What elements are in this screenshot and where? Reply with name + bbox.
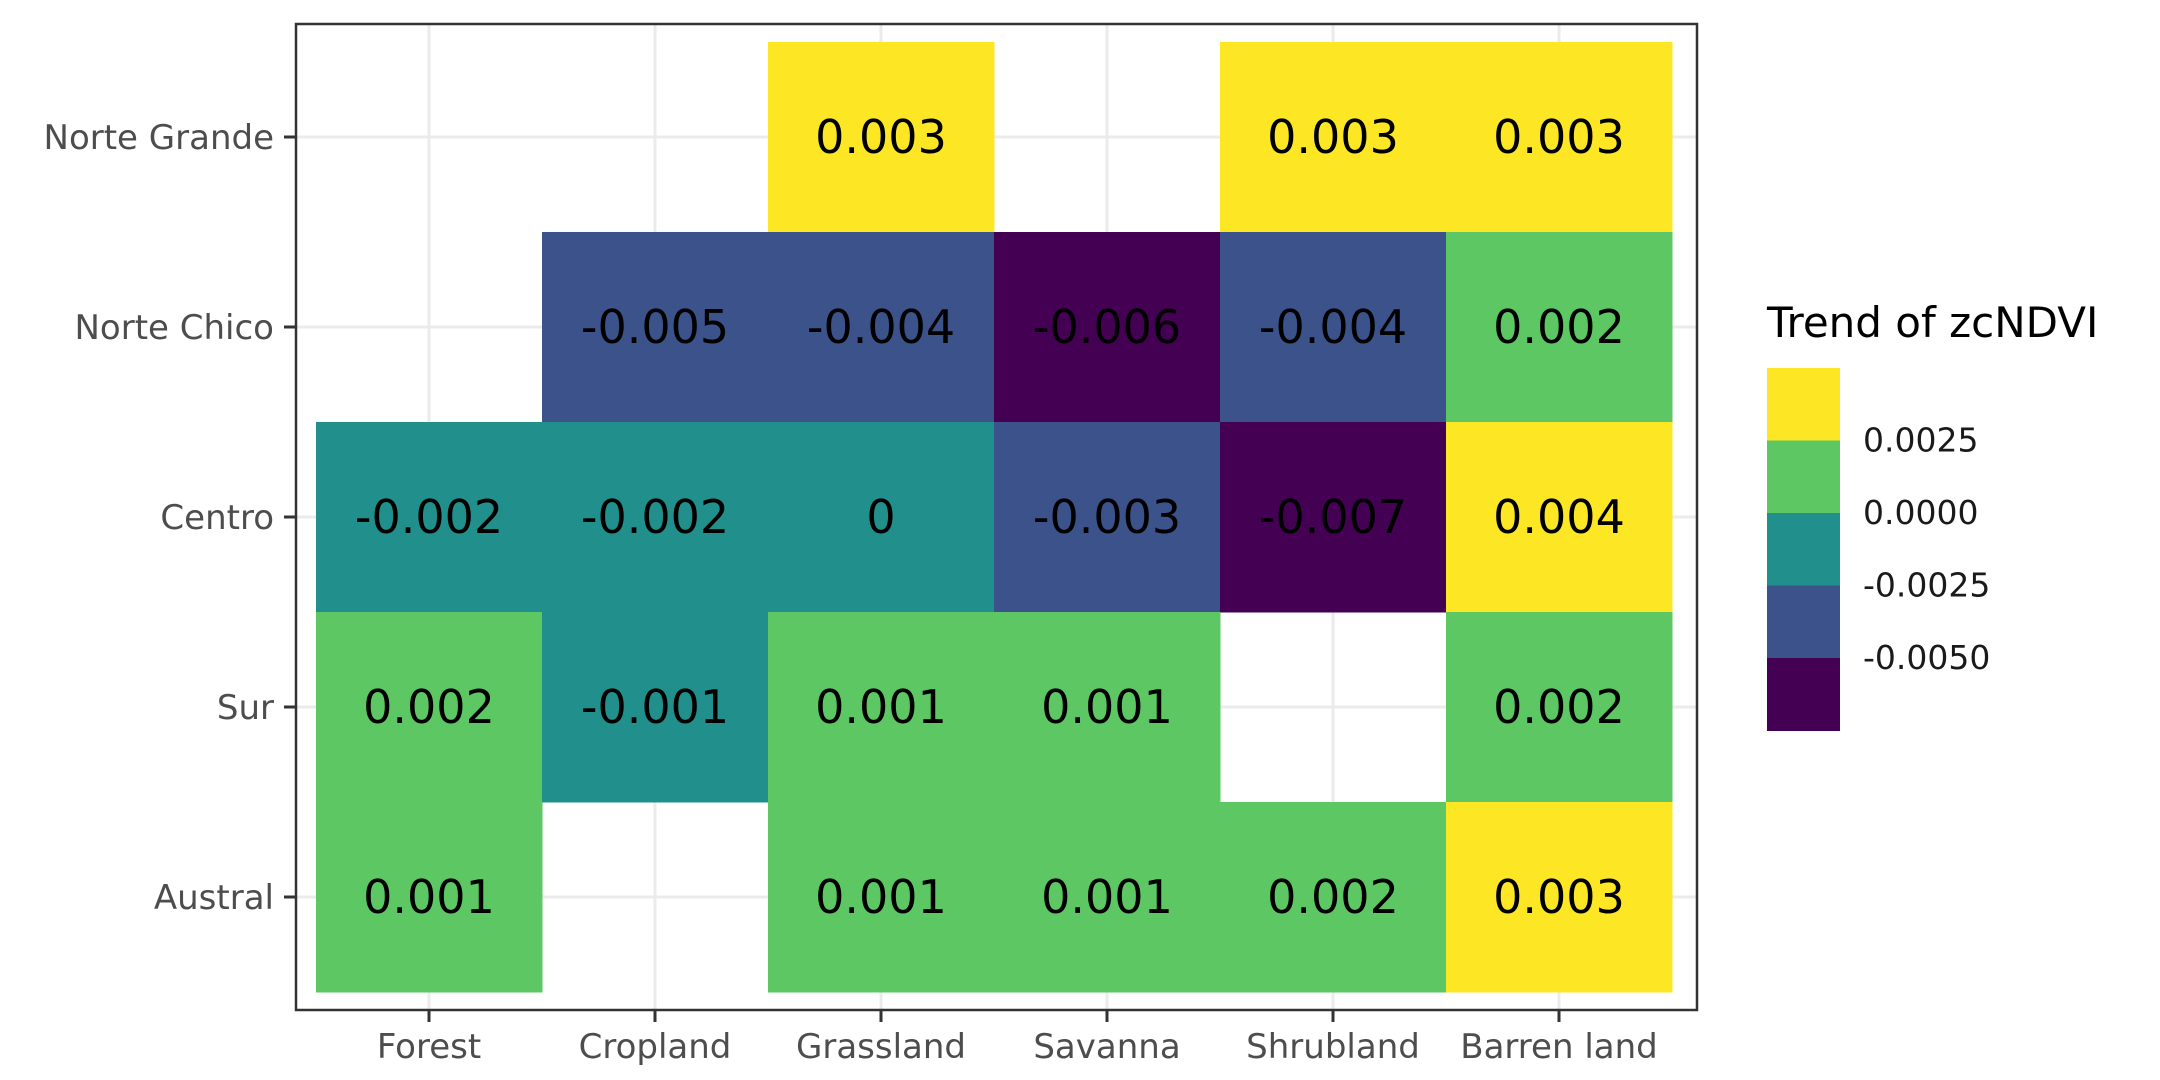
heatmap-cell — [994, 612, 1221, 803]
heatmap-cell — [316, 422, 543, 613]
legend-label: -0.0050 — [1863, 638, 1990, 677]
heatmap-cell — [768, 612, 995, 803]
legend-key — [1767, 513, 1840, 586]
cell-value-label: 0.001 — [815, 680, 947, 734]
cell-value-label: 0.001 — [1041, 870, 1173, 924]
legend-labels: 0.0025 0.0000 -0.0025 -0.0050 — [1863, 421, 1990, 678]
y-tick-label: Norte Chico — [74, 308, 274, 348]
cell-value-label: 0.002 — [1493, 680, 1625, 734]
heatmap-cell — [994, 232, 1221, 423]
cell-value-label: -0.004 — [1259, 300, 1407, 354]
cell-value-label: -0.003 — [1033, 490, 1181, 544]
x-axis: Forest Cropland Grassland Savanna Shrubland B… — [377, 1010, 1658, 1067]
y-tick-label: Norte Grande — [44, 118, 274, 158]
heatmap-cell — [1446, 612, 1673, 803]
heatmap-cell — [1446, 42, 1673, 233]
cell-value-label: 0.002 — [363, 680, 495, 734]
cell-value-label: -0.002 — [355, 490, 503, 544]
heatmap-cell — [1220, 422, 1447, 613]
cell-value-label: -0.007 — [1259, 490, 1407, 544]
heatmap-cell — [994, 422, 1221, 613]
legend-keys — [1767, 368, 1840, 731]
cell-value-label: -0.001 — [581, 680, 729, 734]
heatmap-cell — [1220, 232, 1447, 423]
legend-key — [1767, 585, 1840, 659]
legend-key — [1767, 440, 1840, 514]
legend-key — [1767, 658, 1840, 731]
heatmap-cell — [316, 802, 543, 993]
cell-value-label: -0.004 — [807, 300, 955, 354]
y-axis: Norte Grande Norte Chico Centro Sur Austral — [44, 118, 296, 918]
cell-value-label: 0 — [866, 490, 895, 544]
cell-value-label: -0.006 — [1033, 300, 1181, 354]
legend: Trend of zcNDVI 0.0025 0.0000 -0.0025 -0.00… — [1766, 298, 2098, 731]
legend-key — [1767, 368, 1840, 441]
y-tick-label: Austral — [154, 878, 274, 918]
y-tick-label: Centro — [160, 498, 274, 538]
cell-value-label: 0.004 — [1493, 490, 1625, 544]
cell-value-labels: 0.003 0.003 0.003 -0.005 -0.004 -0.006 -0.004 0… — [355, 110, 1625, 924]
heatmap-cell — [1446, 422, 1673, 613]
cell-value-label: 0.001 — [815, 870, 947, 924]
x-tick-label: Cropland — [579, 1027, 732, 1067]
heatmap-cell — [768, 42, 995, 233]
x-tick-label: Savanna — [1033, 1027, 1180, 1067]
legend-title: Trend of zcNDVI — [1766, 298, 2098, 347]
cell-value-label: 0.001 — [1041, 680, 1173, 734]
legend-label: -0.0025 — [1863, 566, 1990, 605]
legend-label: 0.0000 — [1863, 493, 1978, 532]
heatmap-cell — [768, 232, 995, 423]
x-tick-label: Barren land — [1460, 1027, 1657, 1067]
cell-value-label: 0.003 — [1493, 110, 1625, 164]
heatmap-cell — [542, 232, 769, 423]
cell-value-label: 0.001 — [363, 870, 495, 924]
cell-value-label: 0.002 — [1267, 870, 1399, 924]
x-tick-label: Forest — [377, 1027, 481, 1067]
heatmap-cell — [768, 802, 995, 993]
heatmap-cell — [542, 422, 769, 613]
heatmap-cell — [1220, 42, 1447, 233]
cell-value-label: 0.003 — [1267, 110, 1399, 164]
x-tick-label: Shrubland — [1246, 1027, 1420, 1067]
heatmap-cells — [316, 42, 1673, 993]
cell-value-label: -0.002 — [581, 490, 729, 544]
heatmap-cell — [1446, 232, 1673, 423]
heatmap-cell — [994, 802, 1221, 993]
heatmap-cell — [1446, 802, 1673, 993]
cell-value-label: 0.002 — [1493, 300, 1625, 354]
cell-value-label: -0.005 — [581, 300, 729, 354]
heatmap-cell — [768, 422, 995, 613]
heatmap-cell — [1220, 802, 1447, 993]
legend-label: 0.0025 — [1863, 421, 1978, 460]
x-tick-label: Grassland — [796, 1027, 966, 1067]
y-tick-label: Sur — [217, 688, 274, 728]
heatmap-cell — [316, 612, 543, 803]
heatmap-cell — [542, 612, 769, 803]
cell-value-label: 0.003 — [1493, 870, 1625, 924]
cell-value-label: 0.003 — [815, 110, 947, 164]
